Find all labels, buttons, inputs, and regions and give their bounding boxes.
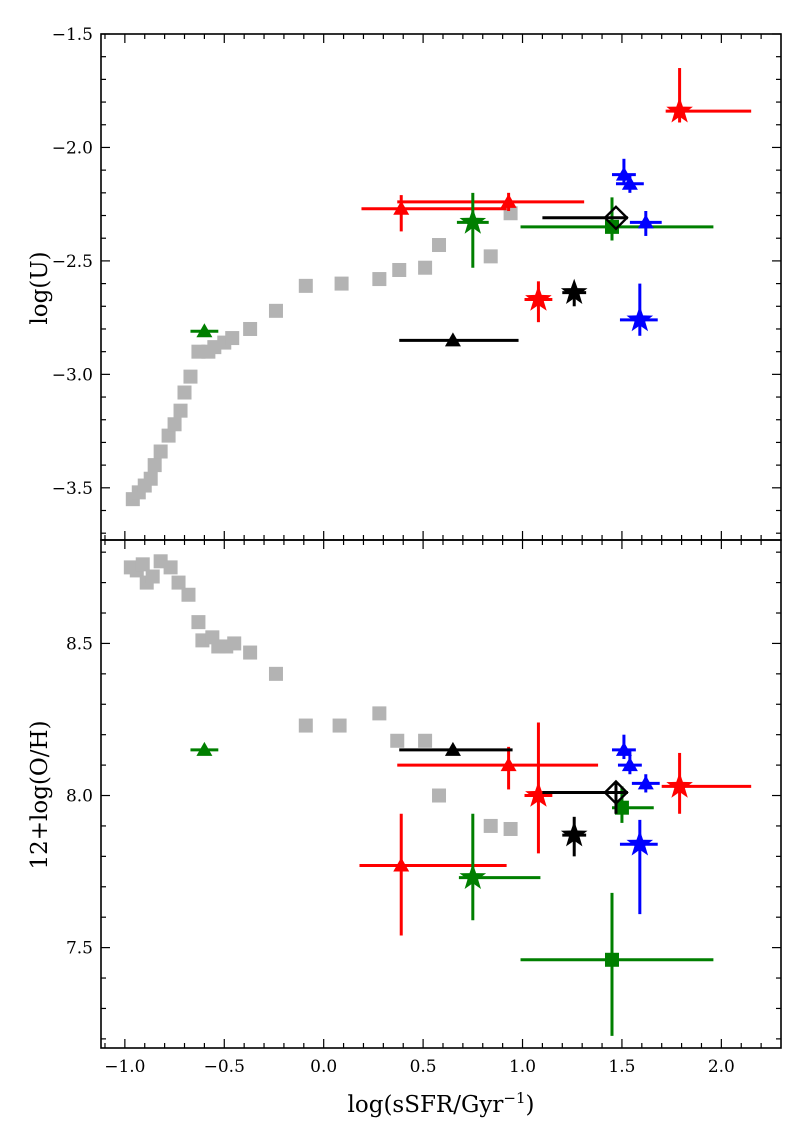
data-point-grey-track-square	[298, 278, 313, 293]
data-point-green-triangle	[196, 741, 213, 756]
data-point-red-triangle	[393, 857, 410, 872]
data-point-grey-track-square	[418, 733, 433, 748]
y-tick-label: −3.5	[52, 479, 93, 499]
data-point-grey-track-square	[372, 706, 387, 721]
data-point-grey-track-square	[334, 276, 349, 291]
series-blue	[611, 158, 662, 336]
x-tick-label: −1.0	[104, 1057, 145, 1077]
data-point-grey-track-square	[432, 238, 447, 253]
data-point-grey-track-square	[503, 206, 518, 221]
x-tick-label: 0.5	[410, 1057, 437, 1077]
data-point-grey-track-square	[153, 444, 168, 459]
data-point-green-star	[459, 863, 487, 889]
data-point-red-star	[525, 781, 552, 807]
data-point-grey-track-square	[147, 458, 162, 473]
data-point-grey-track-square	[298, 718, 313, 733]
data-point-green-triangle	[196, 323, 213, 338]
data-point-red-triangle	[393, 200, 410, 215]
data-point-black-star	[560, 821, 588, 847]
series-grey-track	[125, 206, 518, 507]
data-point-black-diamond-open	[603, 779, 629, 806]
data-point-blue-triangle	[637, 775, 654, 790]
data-point-red-triangle	[500, 193, 517, 208]
data-point-red-star	[525, 285, 552, 311]
y-axis-label-top: log(U)	[27, 251, 53, 324]
data-point-grey-track-square	[390, 733, 405, 748]
data-point-grey-track-square	[392, 262, 407, 277]
data-point-grey-track-square	[183, 369, 198, 384]
y-tick-label: −3.0	[52, 365, 93, 385]
axis-labels: log(U) 12+log(O/H) log(sSFR/Gyr−1)	[27, 251, 534, 1118]
y-axis-label-bottom: 12+log(O/H)	[27, 720, 53, 869]
data-point-grey-track-square	[177, 385, 192, 400]
data-point-grey-track-square	[163, 560, 178, 575]
data-point-green-square	[604, 219, 619, 234]
data-point-grey-track-square	[483, 818, 498, 833]
data-point-grey-track-square	[173, 403, 188, 418]
data-point-red-triangle	[500, 757, 517, 772]
y-tick-label: 8.5	[66, 634, 93, 654]
y-tick-label: 7.5	[66, 939, 93, 959]
data-point-blue-triangle	[615, 166, 632, 181]
data-point-grey-track-square	[268, 303, 283, 318]
data-point-green-square	[614, 800, 629, 815]
data-point-grey-track-square	[167, 417, 182, 432]
data-point-grey-track-square	[268, 666, 283, 681]
data-point-grey-track-square	[243, 321, 258, 336]
data-point-blue-triangle	[621, 757, 638, 772]
x-tick-label: 2.0	[708, 1057, 735, 1077]
data-point-grey-track-square	[503, 821, 518, 836]
y-tick-label: −2.5	[52, 252, 93, 272]
data-point-grey-track-square	[225, 331, 240, 346]
data-point-black-triangle	[444, 332, 461, 347]
series-grey-track	[123, 554, 518, 836]
y-tick-label: 8.0	[66, 787, 93, 807]
data-point-black-diamond-open	[603, 205, 629, 231]
data-point-grey-track-square	[227, 636, 242, 651]
data-point-grey-track-square	[171, 575, 186, 590]
data-point-black-star	[560, 278, 588, 304]
series-green	[190, 741, 714, 1036]
data-point-grey-track-square	[181, 587, 196, 602]
x-tick-label: 0.0	[310, 1057, 337, 1077]
y-tick-label: −2.0	[52, 138, 93, 158]
y-tick-label: −1.5	[52, 25, 93, 45]
data-point-red-star	[666, 772, 693, 798]
data-point-grey-track-square	[418, 260, 433, 275]
data-point-blue-triangle	[621, 175, 638, 190]
series-black	[399, 205, 629, 347]
plot-frame	[100, 539, 782, 1049]
series-black	[399, 741, 629, 857]
data-point-grey-track-square	[432, 788, 447, 803]
data-point-red-star	[666, 97, 693, 123]
data-point-grey-track-square	[145, 569, 160, 584]
data-point-grey-track-square	[243, 645, 258, 660]
x-tick-label: 1.5	[608, 1057, 635, 1077]
data-point-green-square	[604, 952, 619, 967]
x-tick-label: −0.5	[204, 1057, 245, 1077]
data-point-grey-track-square	[135, 557, 150, 572]
x-axis-label: log(sSFR/Gyr−1)	[348, 1089, 535, 1118]
data-point-grey-track-square	[483, 249, 498, 264]
data-point-grey-track-square	[161, 428, 176, 443]
data-point-grey-track-square	[372, 272, 387, 287]
data-point-blue-star	[626, 830, 654, 856]
series-red	[359, 722, 752, 936]
data-point-grey-track-square	[191, 615, 206, 630]
series-blue	[611, 734, 660, 915]
data-point-blue-star	[626, 305, 654, 332]
data-point-blue-triangle	[615, 741, 632, 756]
series-red	[361, 68, 752, 323]
data-point-grey-track-square	[332, 718, 347, 733]
data-point-green-star	[459, 208, 487, 234]
data-point-grey-track-square	[143, 471, 158, 486]
data-point-black-triangle	[444, 741, 461, 756]
x-tick-label: 1.0	[509, 1057, 536, 1077]
data-point-blue-triangle	[637, 214, 654, 229]
bottom-panel: −1.0 −0.5 0.0 0.5 1.0 1.5 2.0 7.5 8.0 8.5	[66, 539, 782, 1077]
top-panel: −3.5 −3.0 −2.5 −2.0 −1.5	[52, 25, 782, 541]
